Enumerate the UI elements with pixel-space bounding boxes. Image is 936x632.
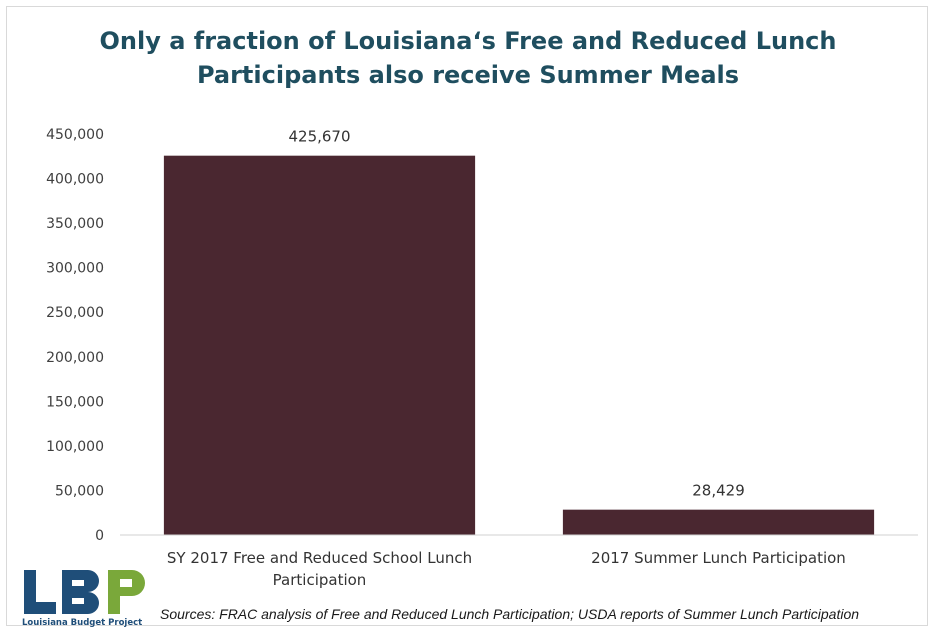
bars: 425,670 28,429 bbox=[163, 128, 875, 536]
y-tick-label: 100,000 bbox=[46, 439, 104, 455]
data-label: 425,670 bbox=[288, 128, 350, 146]
y-tick-label: 450,000 bbox=[46, 127, 104, 143]
bar bbox=[562, 509, 875, 535]
data-label: 28,429 bbox=[692, 482, 745, 500]
y-tick-label: 250,000 bbox=[46, 305, 104, 321]
y-axis: 0 50,000 100,000 150,000 200,000 250,000 300,0… bbox=[46, 127, 104, 544]
x-category-label: 2017 Summer Lunch Participation bbox=[591, 549, 846, 567]
lbp-logo-mark bbox=[24, 570, 145, 614]
y-tick-label: 200,000 bbox=[46, 350, 104, 366]
chart-title-line-2: Participants also receive Summer Meals bbox=[196, 61, 740, 89]
y-tick-label: 350,000 bbox=[46, 216, 104, 232]
y-tick-label: 150,000 bbox=[46, 394, 104, 410]
chart-title: Only a fraction of Louisiana‘s Free and … bbox=[0, 24, 936, 92]
y-tick-label: 300,000 bbox=[46, 261, 104, 277]
lbp-logo-text: Louisiana Budget Project bbox=[22, 618, 143, 628]
x-category-label: Participation bbox=[273, 571, 367, 589]
lbp-logo: Louisiana Budget Project bbox=[22, 568, 162, 630]
y-tick-label: 400,000 bbox=[46, 172, 104, 188]
y-tick-label: 0 bbox=[95, 528, 104, 544]
x-axis: SY 2017 Free and Reduced School Lunch Par… bbox=[120, 534, 918, 589]
chart-frame bbox=[6, 6, 928, 626]
chart-title-line-1: Only a fraction of Louisiana‘s Free and … bbox=[99, 27, 837, 55]
source-note: Sources: FRAC analysis of Free and Reduc… bbox=[160, 606, 860, 622]
x-category-label: SY 2017 Free and Reduced School Lunch bbox=[167, 549, 472, 567]
y-tick-label: 50,000 bbox=[55, 483, 104, 499]
bar bbox=[163, 155, 476, 536]
